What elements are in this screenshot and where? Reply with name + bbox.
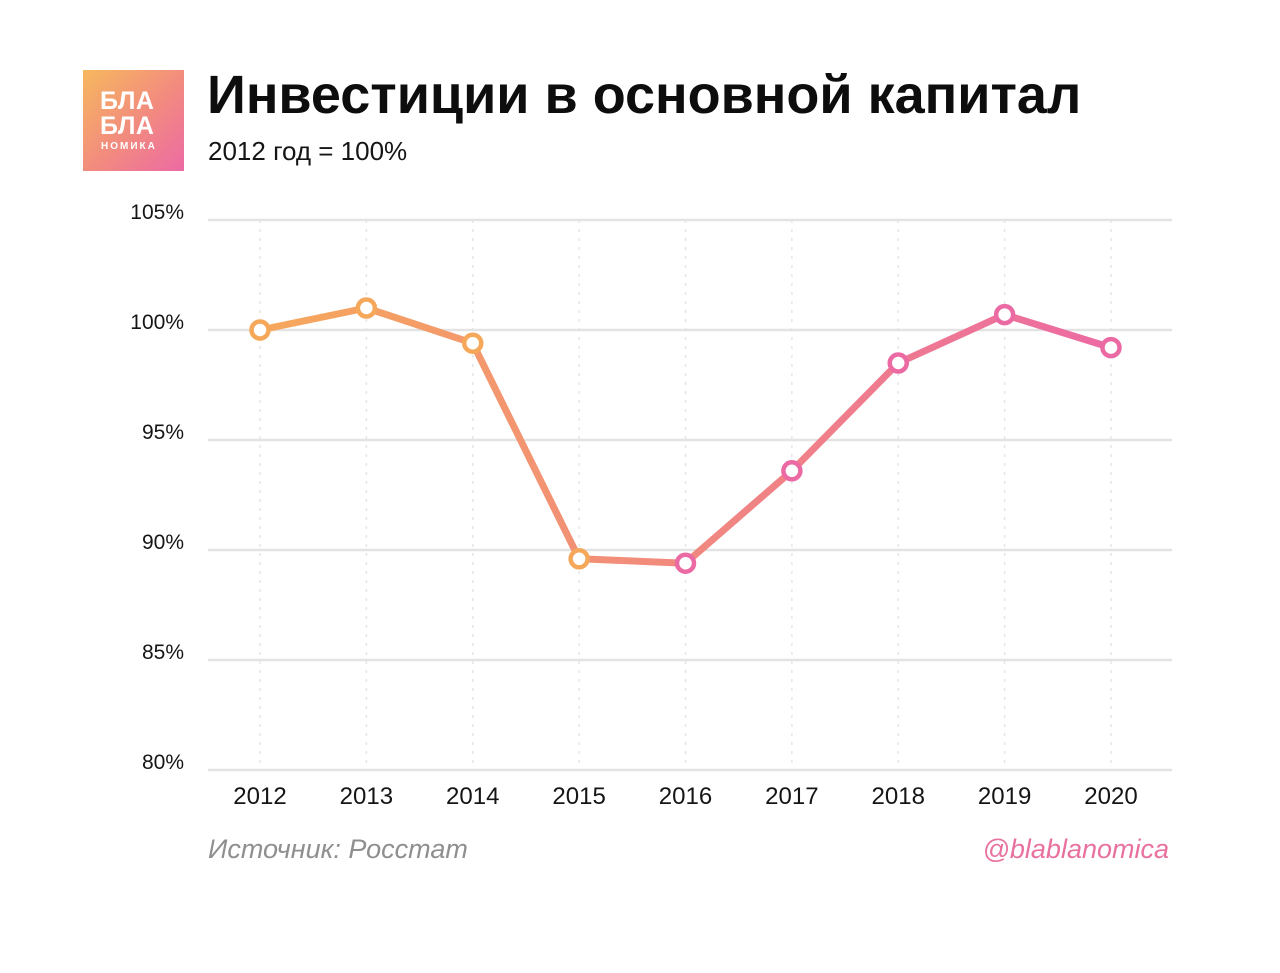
data-point (674, 552, 697, 574)
y-tick-label: 85% (142, 641, 184, 664)
x-tick-label: 2019 (978, 783, 1031, 810)
logo: БЛА БЛА НОМИКА (83, 70, 184, 171)
logo-line-2: БЛА (100, 112, 155, 140)
logo-line-1: БЛА (100, 87, 155, 115)
x-tick-label: 2013 (340, 783, 393, 810)
y-tick-label: 105% (130, 201, 184, 224)
author-handle: @blablanomica (982, 834, 1169, 864)
x-tick-label: 2017 (765, 783, 818, 810)
source-note: Источник: Росстат (208, 834, 468, 864)
x-tick-label: 2012 (233, 783, 286, 810)
y-tick-label: 100% (130, 311, 184, 334)
data-point (887, 352, 909, 374)
series (249, 297, 1122, 574)
axis-labels: 80% 85% 90% 95% 100% 105% 2012 2013 2014 2015 2016… (130, 201, 1137, 810)
x-tick-label: 2018 (872, 783, 925, 810)
data-point (249, 319, 271, 341)
data-point (781, 460, 803, 482)
x-tick-label: 2015 (552, 783, 605, 810)
x-tick-label: 2014 (446, 783, 499, 810)
y-tick-label: 80% (142, 751, 184, 774)
grid (208, 218, 1172, 772)
data-point (1100, 336, 1122, 359)
data-point (568, 548, 590, 570)
data-point (355, 297, 378, 319)
x-tick-label: 2020 (1084, 783, 1137, 810)
y-tick-label: 90% (142, 531, 184, 554)
chart-subtitle: 2012 год = 100% (208, 136, 408, 166)
data-point (993, 303, 1016, 326)
chart-title: Инвестиции в основной капитал (207, 65, 1082, 125)
x-tick-label: 2016 (659, 783, 712, 810)
logo-line-3: НОМИКА (101, 141, 157, 152)
y-tick-label: 95% (142, 421, 184, 444)
data-point (462, 332, 484, 354)
